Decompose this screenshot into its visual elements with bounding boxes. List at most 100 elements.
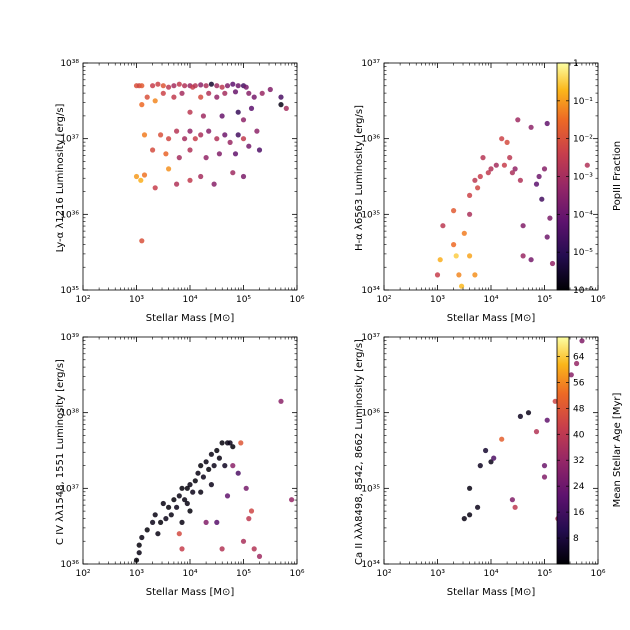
- scatter-point: [248, 105, 255, 111]
- scatter-point: [184, 485, 190, 491]
- scatter-point: [176, 155, 182, 161]
- scatter-point: [214, 136, 220, 142]
- scatter-point: [198, 94, 204, 100]
- x-tick-label: 10²: [376, 569, 391, 579]
- scatter-point: [533, 429, 540, 435]
- scatter-point: [198, 173, 204, 180]
- scatter-point: [235, 109, 241, 115]
- scatter-point: [544, 234, 550, 240]
- scatter-point: [477, 173, 483, 180]
- scatter-point: [198, 132, 204, 138]
- scatter-point: [528, 257, 534, 263]
- scatter-point: [227, 440, 233, 446]
- points-lya: [133, 81, 289, 244]
- scatter-point: [240, 136, 247, 142]
- scatter-point: [574, 360, 580, 367]
- scatter-point: [459, 283, 465, 289]
- scatter-point: [222, 463, 228, 469]
- x-tick-label: 10⁴: [182, 295, 197, 305]
- scatter-point: [136, 550, 142, 556]
- scatter-point: [246, 143, 252, 149]
- colorbar-tick-label: 10⁻⁶: [573, 286, 593, 296]
- scatter-point: [504, 139, 510, 145]
- scatter-point: [525, 410, 532, 416]
- scatter-point: [480, 155, 486, 161]
- scatter-point: [182, 497, 188, 503]
- scatter-point: [509, 170, 515, 176]
- scatter-point: [461, 230, 467, 236]
- scatter-point: [187, 109, 193, 115]
- x-tick-label: 10²: [75, 569, 90, 579]
- scatter-point: [488, 459, 494, 465]
- scatter-point: [216, 151, 222, 157]
- scatter-point: [160, 83, 166, 89]
- scatter-point: [499, 436, 505, 442]
- scatter-point: [208, 482, 214, 488]
- scatter-point: [176, 493, 182, 499]
- scatter-point: [219, 84, 225, 90]
- scatter-point: [579, 338, 585, 344]
- scatter-point: [224, 493, 231, 499]
- y-tick-label: 10³⁶: [361, 409, 380, 419]
- colorbar-tick-label: 64: [573, 352, 585, 362]
- scatter-point: [152, 512, 158, 518]
- scatter-point: [219, 440, 225, 446]
- scatter-point: [139, 102, 145, 108]
- points-caii: [461, 338, 585, 522]
- scatter-point: [491, 455, 497, 461]
- scatter-point: [467, 211, 473, 217]
- scatter-point: [451, 208, 457, 214]
- scatter-point: [256, 147, 263, 153]
- scatter-point: [176, 531, 182, 537]
- scatter-point: [198, 463, 204, 469]
- scatter-point: [485, 170, 491, 176]
- panel-caii: Ca II λλλ8498, 8542, 8662 Luminosity [er…: [354, 333, 606, 598]
- scatter-point: [150, 83, 156, 89]
- scatter-point: [552, 398, 558, 404]
- scatter-point: [198, 489, 204, 495]
- scatter-point: [139, 238, 145, 244]
- colorbar-tick-label: 40: [573, 430, 585, 440]
- y-tick-label: 10³⁹: [60, 333, 79, 343]
- xlabel-caii: Stellar Mass [M⊙]: [447, 587, 536, 598]
- scatter-point: [166, 136, 172, 142]
- scatter-point: [206, 128, 212, 134]
- scatter-point: [203, 519, 209, 526]
- colorbar-tick-label: 10⁻⁵: [573, 248, 593, 258]
- scatter-point: [203, 155, 209, 161]
- scatter-point: [437, 257, 443, 263]
- scatter-point: [520, 223, 526, 229]
- scatter-point: [168, 512, 174, 518]
- scatter-point: [544, 120, 550, 127]
- y-tick-label: 10³⁷: [361, 59, 380, 69]
- scatter-point: [190, 489, 196, 495]
- scatter-point: [232, 151, 239, 157]
- scatter-point: [499, 136, 505, 142]
- ylabel-civ: C IV λλ1548, 1551 Luminosity [erg/s]: [55, 359, 66, 545]
- scatter-point: [214, 447, 220, 454]
- scatter-point: [192, 136, 198, 142]
- points-civ: [133, 398, 295, 563]
- x-tick-label: 10³: [430, 295, 445, 305]
- scatter-point: [208, 81, 214, 87]
- scatter-point: [158, 132, 164, 138]
- scatter-point: [246, 516, 252, 522]
- ylabel-caii: Ca II λλλ8498, 8542, 8662 Luminosity [er…: [354, 339, 365, 565]
- scatter-point: [584, 162, 590, 168]
- colorbar-tick-label: 32: [573, 456, 584, 466]
- panel-civ: C IV λλ1548, 1551 Luminosity [erg/s] 10²…: [55, 333, 305, 598]
- scatter-point: [461, 516, 467, 522]
- scatter-point: [200, 474, 206, 480]
- y-tick-label: 10³⁷: [361, 333, 380, 343]
- scatter-point: [541, 463, 548, 469]
- scatter-point: [227, 139, 233, 145]
- scatter-point: [230, 444, 236, 450]
- scatter-point: [187, 128, 193, 134]
- scatter-point: [541, 474, 548, 480]
- scatter-point: [195, 470, 201, 476]
- y-tick-label: 10³⁶: [361, 135, 380, 145]
- colorbar-age: 8 16 24 32 40 48 56 64 Mean Stellar Age [Myr]: [556, 336, 623, 565]
- colorbar-age-gradient: [556, 336, 570, 565]
- colorbar-tick-label: 48: [573, 404, 585, 414]
